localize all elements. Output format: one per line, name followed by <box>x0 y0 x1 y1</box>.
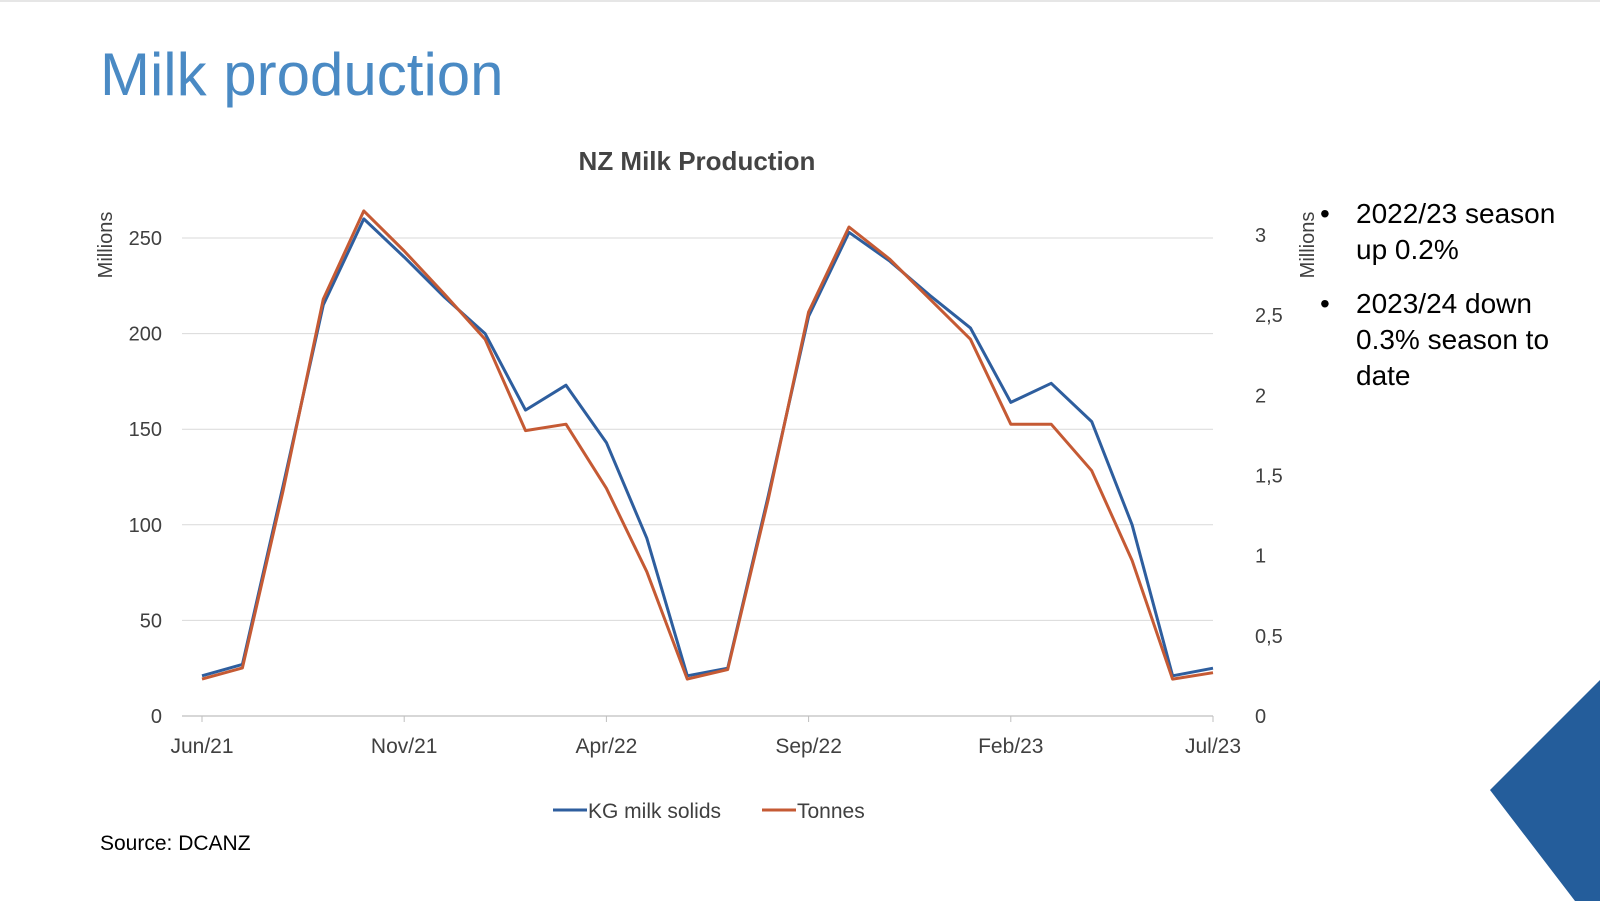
series-lines <box>201 209 1214 681</box>
series-line-kg-milk-solids <box>201 217 1214 678</box>
left-axis-label: Millions <box>95 212 117 279</box>
right-tick-label: 2 <box>1255 385 1266 407</box>
left-tick-label: 100 <box>129 515 162 537</box>
bullet-list: • 2022/23 season up 0.2% • 2023/24 down … <box>1320 196 1560 412</box>
x-tick-label: Jul/23 <box>1185 735 1241 758</box>
left-tick-label: 150 <box>129 419 162 441</box>
right-axis-ticks: 0 0,5 1 1,5 2 2,5 3 <box>1255 225 1283 728</box>
right-tick-label: 1,5 <box>1255 466 1283 488</box>
x-tick-label: Nov/21 <box>371 735 438 758</box>
x-tick-label: Jun/21 <box>170 735 233 758</box>
right-tick-label: 0,5 <box>1255 626 1283 648</box>
slide-title: Milk production <box>100 41 504 108</box>
legend: KG milk solids Tonnes <box>553 800 865 823</box>
x-tick-label: Sep/22 <box>775 735 842 758</box>
bullet-item: • 2023/24 down 0.3% season to date <box>1320 286 1560 394</box>
bullet-marker: • <box>1320 288 1330 319</box>
chart-title: NZ Milk Production <box>579 146 816 176</box>
left-tick-label: 250 <box>129 228 162 250</box>
legend-label: Tonnes <box>797 800 865 823</box>
top-rule <box>0 0 1600 2</box>
right-axis-label: Millions <box>1297 212 1319 279</box>
right-tick-label: 0 <box>1255 706 1266 728</box>
bullet-item: • 2022/23 season up 0.2% <box>1320 196 1560 268</box>
right-tick-label: 1 <box>1255 546 1266 568</box>
x-tick-label: Feb/23 <box>978 735 1043 758</box>
legend-label: KG milk solids <box>588 800 721 823</box>
x-axis-ticks: Jun/21 Nov/21 Apr/22 Sep/22 Feb/23 Jul/23 <box>170 716 1241 758</box>
bullet-marker: • <box>1320 198 1330 229</box>
left-tick-label: 200 <box>129 324 162 346</box>
left-tick-label: 0 <box>151 706 162 728</box>
right-tick-label: 3 <box>1255 225 1266 247</box>
source-note: Source: DCANZ <box>100 832 251 855</box>
left-tick-label: 50 <box>140 610 162 632</box>
x-tick-label: Apr/22 <box>575 735 637 758</box>
right-tick-label: 2,5 <box>1255 305 1283 327</box>
corner-triangle <box>1490 680 1600 901</box>
bullet-text: 2022/23 season up 0.2% <box>1356 198 1556 265</box>
series-line-tonnes <box>201 209 1214 681</box>
left-axis-ticks: 0 50 100 150 200 250 <box>129 228 162 728</box>
bullet-text: 2023/24 down 0.3% season to date <box>1356 288 1550 391</box>
